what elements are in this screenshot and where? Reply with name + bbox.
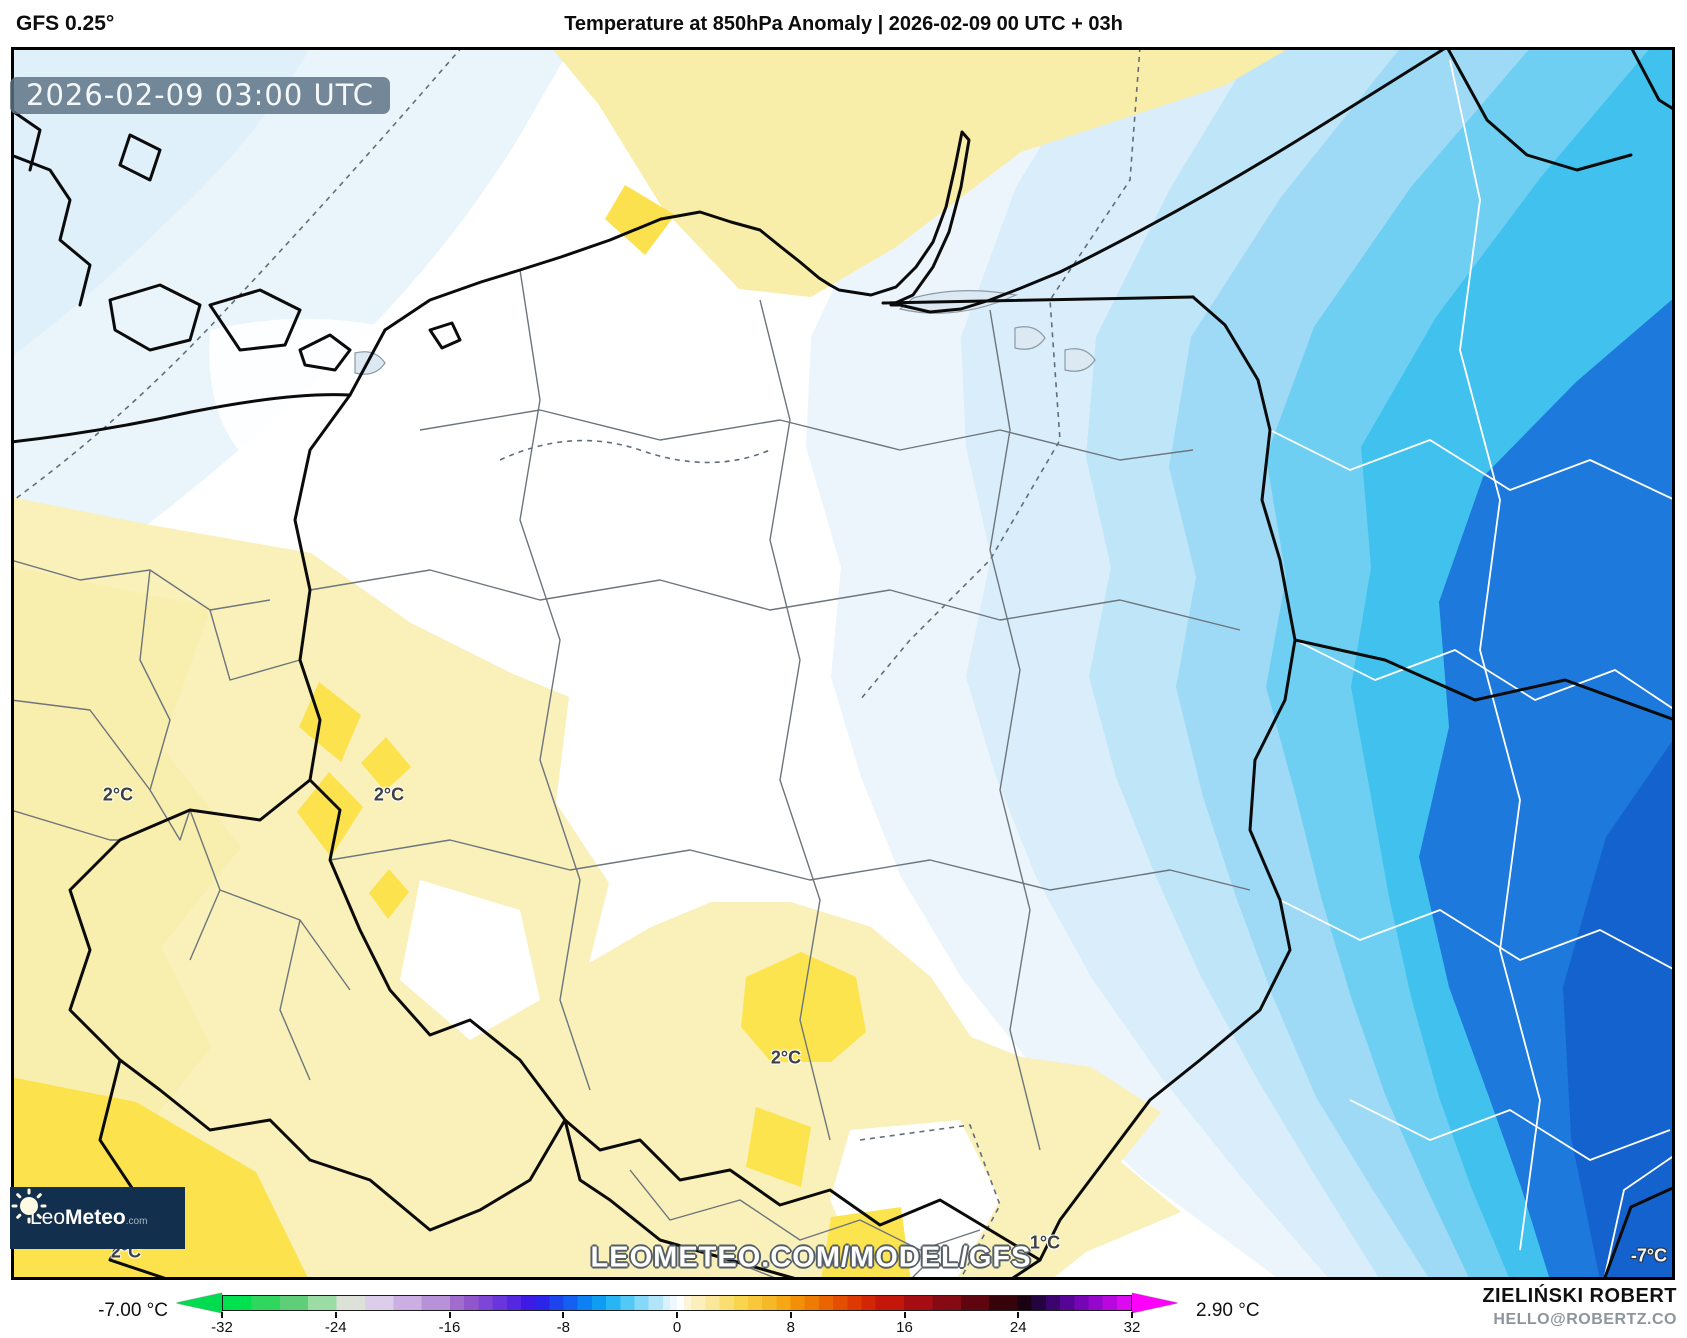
colorbar-tick-label: -16 bbox=[438, 1319, 461, 1336]
colorbar-tick-label: -8 bbox=[556, 1319, 570, 1336]
model-name: GFS 0.25° bbox=[16, 12, 115, 35]
page-title: Temperature at 850hPa Anomaly | 2026-02-… bbox=[564, 13, 1123, 35]
country-borders-black bbox=[11, 47, 1675, 1280]
logo-leo: Leo bbox=[30, 1206, 66, 1229]
colorbar-tick-label: 24 bbox=[1009, 1319, 1027, 1336]
watermark: LEOMETEO.COM/MODEL/GFS bbox=[590, 1241, 1032, 1274]
legend-footer: -7.00 °C 2.90 °C -32 -24 -16 -8 0 8 16 24 32 ZIE… bbox=[0, 1280, 1687, 1338]
colorbar-tick-label: -24 bbox=[324, 1319, 347, 1336]
colorbar-tick-mark bbox=[448, 1312, 451, 1318]
sun-icon bbox=[11, 1188, 47, 1224]
colorbar-tick-mark bbox=[789, 1312, 792, 1318]
colorbar-tick-label: -32 bbox=[211, 1319, 233, 1336]
logo-meteo: Meteo bbox=[65, 1206, 126, 1229]
contour-dashed-lines bbox=[11, 47, 1141, 1280]
colorbar-min-label: -7.00 °C bbox=[98, 1300, 168, 1321]
weather-map: 2026-02-09 03:00 UTC 2°C 2°C 2°C 1°C 2°C -7°C… bbox=[10, 47, 1675, 1280]
credits: ZIELIŃSKI ROBERT HELLO@ROBERTZ.CO bbox=[1482, 1285, 1677, 1329]
colorbar-tick-label: 32 bbox=[1123, 1319, 1141, 1336]
colorbar-max-label: 2.90 °C bbox=[1196, 1300, 1260, 1321]
logo-text: LeoMeteo.com bbox=[30, 1206, 147, 1230]
author-email: HELLO@ROBERTZ.CO bbox=[1493, 1311, 1677, 1328]
colorbar bbox=[222, 1295, 1132, 1311]
anomaly-region-northwest-cool bbox=[11, 47, 571, 632]
colorbar-tick-mark bbox=[334, 1312, 337, 1318]
colorbar-tick-mark bbox=[562, 1312, 565, 1318]
colorbar-tick-mark bbox=[221, 1312, 223, 1318]
author-name: ZIELIŃSKI ROBERT bbox=[1482, 1285, 1677, 1307]
admin-borders-white-east bbox=[1269, 59, 1675, 1280]
colorbar-tick-label: 0 bbox=[672, 1319, 682, 1336]
map-canvas bbox=[11, 47, 1675, 1280]
colorbar-tick-mark bbox=[903, 1312, 906, 1318]
colorbar-tick-mark bbox=[676, 1312, 678, 1318]
leometeo-logo: LeoMeteo.com bbox=[10, 1187, 185, 1249]
colorbar-right-arrow bbox=[1132, 1293, 1178, 1313]
colorbar-tick-label: 16 bbox=[896, 1319, 913, 1336]
colorbar-tick-label: 8 bbox=[786, 1319, 795, 1336]
anomaly-region-east-cool-bands bbox=[806, 47, 1675, 1280]
logo-tld: .com bbox=[125, 1216, 148, 1227]
colorbar-tick-mark bbox=[1131, 1312, 1133, 1318]
map-frame bbox=[11, 47, 1675, 1280]
colorbar-tick-mark bbox=[1017, 1312, 1020, 1318]
admin-borders-gray bbox=[11, 269, 1251, 1280]
timestamp-badge: 2026-02-09 03:00 UTC bbox=[10, 77, 391, 114]
colorbar-left-arrow bbox=[176, 1293, 222, 1313]
